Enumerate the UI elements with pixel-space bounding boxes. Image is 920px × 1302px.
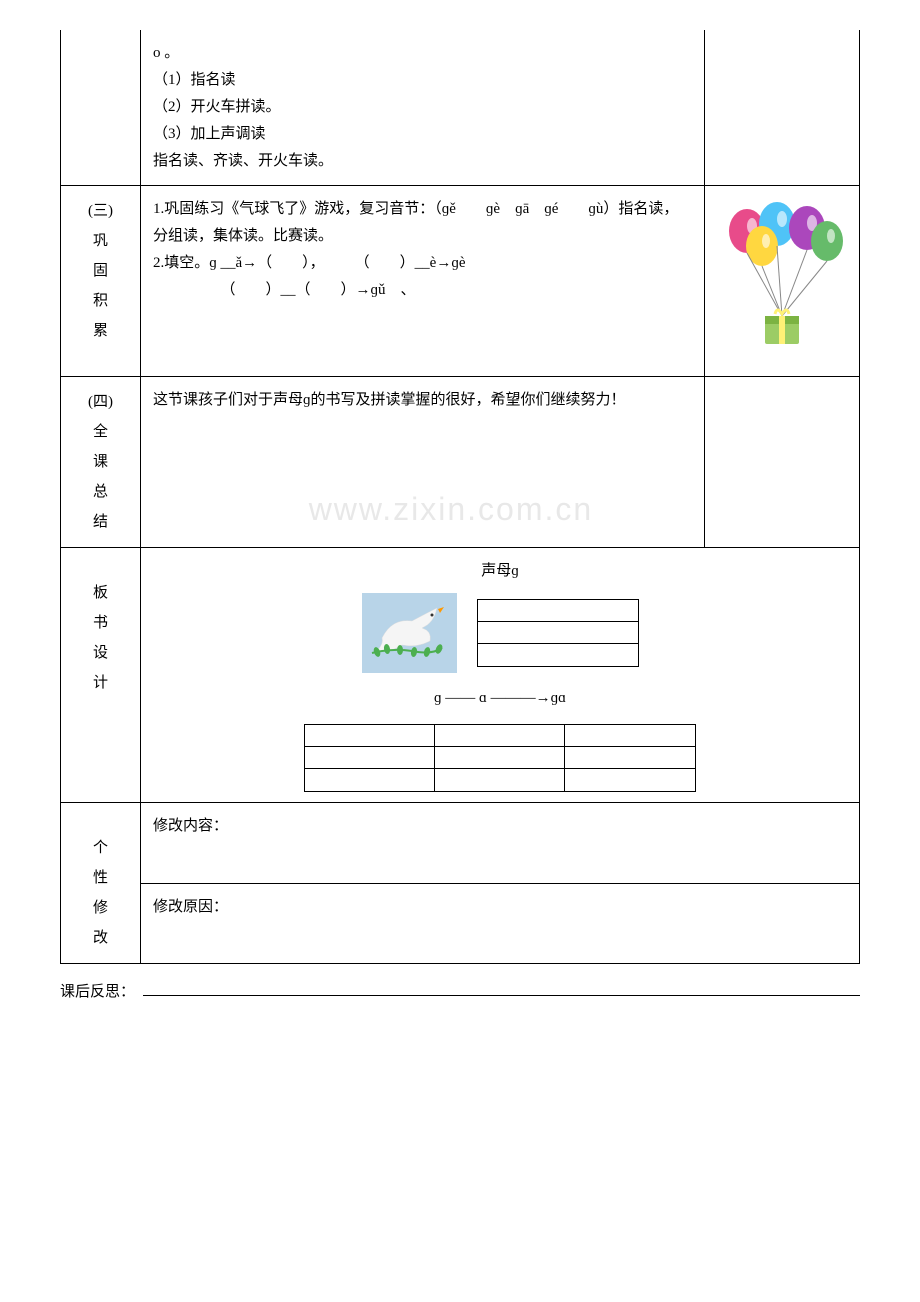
revision-reason-row: 修改原因： [61, 883, 860, 964]
s3-char-3: 积 [73, 286, 128, 316]
watermark-text: www.zixin.com.cn [309, 481, 594, 539]
revision-reason-cell: 修改原因： [141, 883, 860, 964]
board-row: 板 书 设 计 声母ɡ [61, 548, 860, 803]
s3-char-1: 巩 [73, 226, 128, 256]
row1-label-cell [61, 30, 141, 186]
r-char-0: 个 [73, 833, 128, 863]
dove-icon [362, 593, 457, 673]
footer-label: 课后反思： [60, 979, 135, 1006]
continuation-row: o 。 （1）指名读 （2）开火车拼读。 （3）加上声调读 指名读、齐读、开火车… [61, 30, 860, 186]
footer-reflection: 课后反思： [60, 979, 860, 1006]
s3-char-0: (三) [73, 196, 128, 226]
lesson-plan-table: o 。 （1）指名读 （2）开火车拼读。 （3）加上声调读 指名读、齐读、开火车… [60, 30, 860, 964]
r-char-1: 性 [73, 863, 128, 893]
row1-content-cell: o 。 （1）指名读 （2）开火车拼读。 （3）加上声调读 指名读、齐读、开火车… [141, 30, 705, 186]
section3-image [705, 186, 860, 377]
section4-row: (四) 全 课 总 结 这节课孩子们对于声母ɡ的书写及拼读掌握的很好，希望你们继… [61, 377, 860, 548]
section4-content: 这节课孩子们对于声母ɡ的书写及拼读掌握的很好，希望你们继续努力！ www.zix… [141, 377, 705, 548]
row1-line-1: （1）指名读 [153, 67, 692, 94]
section3-label: (三) 巩 固 积 累 [61, 186, 141, 377]
section4-image [705, 377, 860, 548]
writing-grid-wide [304, 724, 696, 792]
row1-line-4: 指名读、齐读、开火车读。 [153, 148, 692, 175]
footer-underline [143, 995, 860, 996]
balloon-icon [717, 196, 847, 356]
s4-char-3: 总 [73, 477, 128, 507]
revision-reason-label: 修改原因： [153, 894, 847, 921]
arrow-text: ɡ —— ɑ ———→ɡɑ [434, 685, 566, 712]
s4-char-0: (四) [73, 387, 128, 417]
s3-line-1: 2.填空。ɡ __ǎ→（ ）， （ ）__è→ɡè [153, 250, 692, 277]
s4-text: 这节课孩子们对于声母ɡ的书写及拼读掌握的很好，希望你们继续努力！ [153, 387, 692, 414]
board-label: 板 书 设 计 [61, 548, 141, 803]
b-char-2: 设 [73, 638, 128, 668]
board-layout: 声母ɡ [153, 558, 847, 792]
s3-char-2: 固 [73, 256, 128, 286]
revision-content-label: 修改内容： [153, 813, 847, 840]
section4-label: (四) 全 课 总 结 [61, 377, 141, 548]
revision-content-row: 个 性 修 改 修改内容： [61, 803, 860, 884]
board-row1 [362, 593, 639, 673]
writing-grid-small [477, 599, 639, 667]
s3-line-0: 1.巩固练习《气球飞了》游戏，复习音节：（ɡě ɡè ɡā ɡé ɡù）指名读，… [153, 196, 692, 250]
r-char-2: 修 [73, 893, 128, 923]
s4-char-4: 结 [73, 507, 128, 537]
board-title: 声母ɡ [481, 558, 519, 585]
row1-line-2: （2）开火车拼读。 [153, 94, 692, 121]
s4-char-2: 课 [73, 447, 128, 477]
s4-char-1: 全 [73, 417, 128, 447]
section3-content: 1.巩固练习《气球飞了》游戏，复习音节：（ɡě ɡè ɡā ɡé ɡù）指名读，… [141, 186, 705, 377]
board-content: 声母ɡ [141, 548, 860, 803]
revision-content-cell: 修改内容： [141, 803, 860, 884]
r-char-3: 改 [73, 923, 128, 953]
b-char-1: 书 [73, 608, 128, 638]
row1-line-3: （3）加上声调读 [153, 121, 692, 148]
section3-row: (三) 巩 固 积 累 1.巩固练习《气球飞了》游戏，复习音节：（ɡě ɡè ɡ… [61, 186, 860, 377]
b-char-3: 计 [73, 668, 128, 698]
s3-line-2: （ ）__（ ）→ɡǔ 、 [153, 277, 692, 304]
row1-line-0: o 。 [153, 40, 692, 67]
b-char-0: 板 [73, 578, 128, 608]
revision-label: 个 性 修 改 [61, 803, 141, 964]
s3-char-4: 累 [73, 316, 128, 346]
row1-image-cell [705, 30, 860, 186]
